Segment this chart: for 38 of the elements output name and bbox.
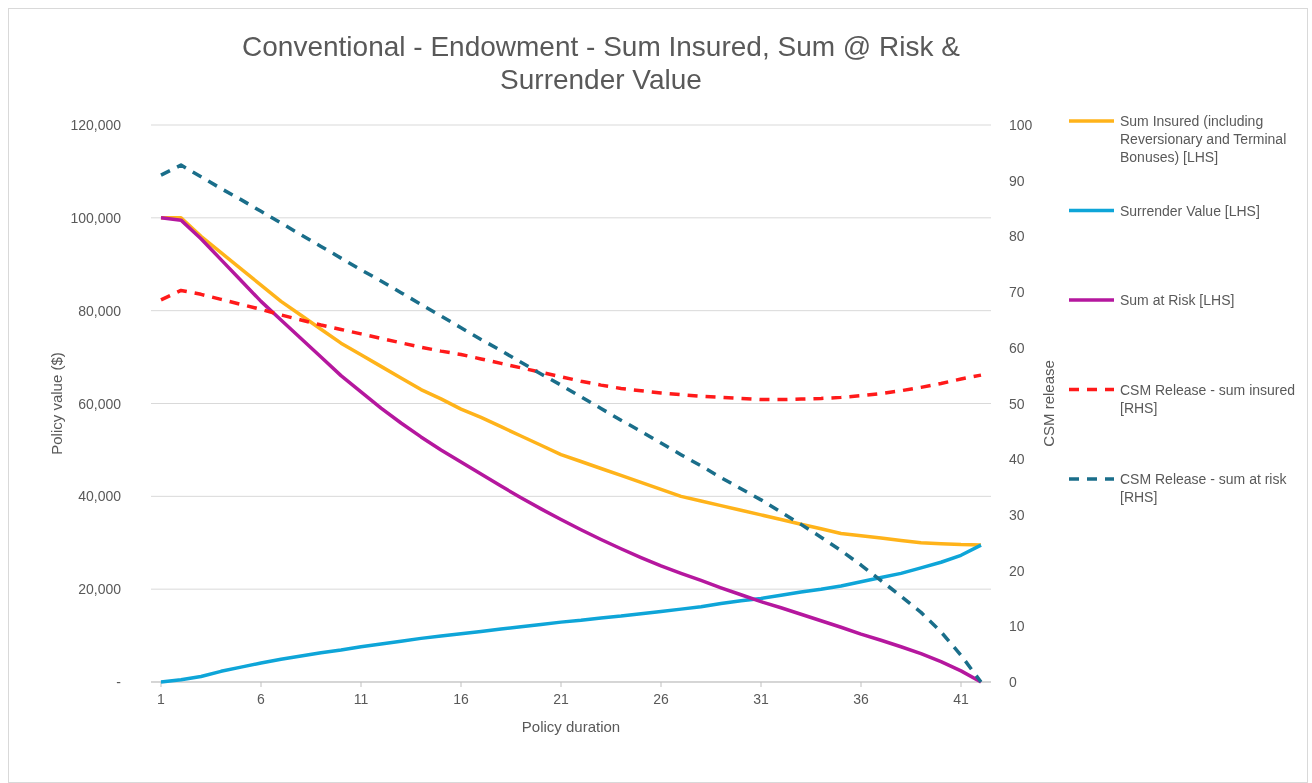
- y-tick-label: -: [116, 674, 122, 690]
- y2-tick-label: 80: [1009, 228, 1025, 245]
- y-tick-label: 40,000: [78, 488, 122, 505]
- y2-axis-title: CSM release: [1040, 360, 1057, 447]
- y-axis-title: Policy value ($): [48, 352, 65, 455]
- y2-tick-label: 90: [1009, 172, 1025, 189]
- y2-tick-label: 30: [1009, 506, 1025, 523]
- y2-tick-label: 100: [1009, 117, 1033, 133]
- x-tick-label: 31: [753, 691, 769, 707]
- x-tick-label: 36: [853, 691, 869, 707]
- y-tick-label: 60,000: [78, 395, 122, 412]
- chart-title: Conventional - Endowment - Sum Insured, Sum @ Risk & Surrender Value: [242, 31, 961, 95]
- x-tick-label: 11: [353, 691, 369, 707]
- line-series: [159, 543, 983, 684]
- y2-tick-label: 40: [1009, 451, 1025, 468]
- x-axis-title: Policy duration: [521, 718, 621, 735]
- y-tick-label: 100,000: [70, 209, 122, 226]
- legend-label: CSM Release - sum insured [RHS]: [1120, 381, 1296, 416]
- y-tick-label: 120,000: [70, 117, 122, 133]
- y-tick-label: 20,000: [78, 581, 122, 598]
- y2-tick-label: 10: [1009, 618, 1025, 635]
- x-tick-label: 1: [157, 691, 166, 707]
- y2-tick-label: 60: [1009, 339, 1025, 356]
- x-tick-label: 6: [257, 691, 266, 707]
- x-tick-label: 21: [553, 691, 569, 707]
- x-tick-label: 26: [653, 691, 669, 707]
- x-tick-label: 16: [453, 691, 469, 707]
- y2-tick-label: 20: [1009, 562, 1025, 579]
- y2-tick-label: 70: [1009, 284, 1025, 301]
- legend-label: CSM Release - sum at risk [RHS]: [1120, 471, 1288, 505]
- legend-label: Sum at Risk [LHS]: [1120, 292, 1235, 308]
- y2-tick-label: 0: [1009, 674, 1017, 690]
- y2-tick-label: 50: [1009, 395, 1025, 412]
- line-series: [159, 288, 983, 402]
- legend-label: Sum Insured (including Reversionary and Terminal Bonuses) [LHS]: [1120, 113, 1287, 165]
- y-tick-label: 80,000: [78, 302, 122, 319]
- x-tick-label: 41: [953, 691, 969, 707]
- legend-label: Surrender Value [LHS]: [1120, 202, 1260, 219]
